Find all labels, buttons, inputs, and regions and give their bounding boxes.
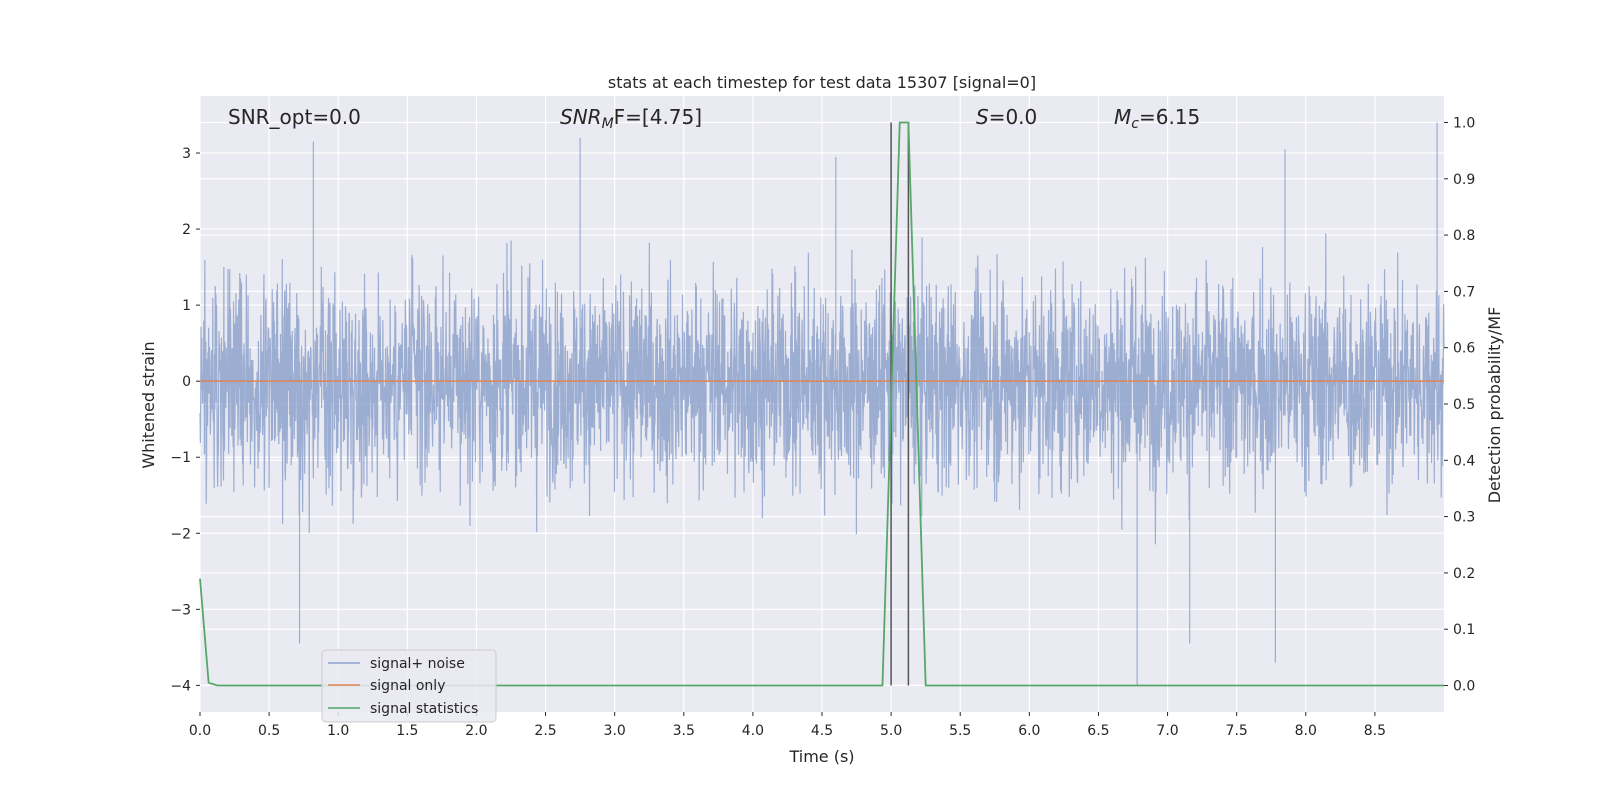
y-tick-label-right: 0.4	[1453, 453, 1475, 469]
y-tick-label-right: 0.9	[1453, 172, 1475, 188]
legend-box	[321, 649, 497, 723]
y-tick-label: −4	[170, 678, 191, 694]
x-tick-label: 7.0	[1156, 723, 1178, 739]
annotation-s: S=0.0	[976, 105, 1037, 129]
x-tick-label: 1.0	[327, 723, 349, 739]
x-tick-label: 3.0	[604, 723, 626, 739]
y-tick-label: −1	[170, 450, 191, 466]
x-tick-label: 8.0	[1295, 723, 1317, 739]
annotation-mc-value: =6.15	[1139, 105, 1200, 129]
x-tick-label: 0.5	[258, 723, 280, 739]
y-axis-label-left: Whitened strain	[139, 341, 158, 468]
annotation-snr-mf-value: F=[4.75]	[614, 105, 702, 129]
y-tick-label-right: 0.1	[1453, 622, 1475, 638]
annotation-snr-mf-subscript: M	[602, 116, 614, 132]
annotation-s-symbol: S	[976, 105, 989, 129]
annotation-snr-mf-symbol: SNR	[560, 105, 602, 129]
y-tick-label-right: 1.0	[1453, 115, 1475, 131]
x-tick-label: 6.5	[1087, 723, 1109, 739]
y-tick-label: −3	[170, 602, 191, 618]
y-tick-label: 1	[182, 298, 191, 314]
y-tick-label-right: 0.2	[1453, 566, 1475, 582]
y-tick-label: 0	[182, 374, 191, 390]
y-axis-label-right: Detection probability/MF	[1485, 307, 1504, 504]
tick-labels: 0.0 0.5 1.0 1.5 2.0 2.5 3.0 3.5 4.0 4.5 5.0 5.5 6.0 6…	[170, 115, 1475, 739]
y-tick-label: −2	[170, 526, 191, 542]
x-tick-label: 0.0	[189, 723, 211, 739]
x-tick-label: 4.5	[811, 723, 833, 739]
annotation-snr-opt: SNR_opt=0.0	[228, 105, 361, 129]
y-tick-label-right: 0.0	[1453, 679, 1475, 695]
legend-label-signal-plus-noise: signal+ noise	[370, 656, 465, 672]
y-tick-label: 3	[182, 146, 191, 162]
annotation-s-value: =0.0	[989, 105, 1038, 129]
legend-label-signal-statistics: signal statistics	[370, 701, 478, 717]
x-axis-label: Time (s)	[788, 747, 854, 766]
annotation-mc-subscript: c	[1131, 116, 1139, 132]
y-tick-label-right: 0.5	[1453, 397, 1475, 413]
line-layer	[199, 121, 1444, 687]
x-tick-label: 1.5	[396, 723, 418, 739]
chart-title: stats at each timestep for test data 153…	[608, 73, 1036, 92]
x-tick-label: 6.0	[1018, 723, 1040, 739]
x-tick-label: 2.0	[465, 723, 487, 739]
x-tick-label: 5.5	[949, 723, 971, 739]
y-tick-label-right: 0.6	[1453, 341, 1475, 357]
x-tick-label: 4.0	[742, 723, 764, 739]
annotation-snr-mf: SNRMF=[4.75]	[560, 105, 702, 132]
series-signal-plus-noise	[199, 122, 1445, 686]
annotation-mc-symbol: M	[1114, 105, 1131, 129]
x-tick-label: 3.5	[673, 723, 695, 739]
y-tick-label-right: 0.7	[1453, 284, 1475, 300]
x-tick-label: 7.5	[1226, 723, 1248, 739]
signal-statistics-line	[199, 121, 1444, 687]
legend: signal+ noise signal only signal statist…	[321, 649, 497, 723]
annotation-mc: Mc=6.15	[1114, 105, 1200, 132]
y-tick-label-right: 0.3	[1453, 510, 1475, 526]
x-tick-label: 2.5	[534, 723, 556, 739]
y-tick-label-right: 0.8	[1453, 228, 1475, 244]
y-tick-label: 2	[182, 222, 191, 238]
legend-label-signal-only: signal only	[370, 678, 445, 694]
x-tick-label: 8.5	[1364, 723, 1386, 739]
signal-plus-noise-line	[199, 122, 1445, 686]
x-tick-label: 5.0	[880, 723, 902, 739]
